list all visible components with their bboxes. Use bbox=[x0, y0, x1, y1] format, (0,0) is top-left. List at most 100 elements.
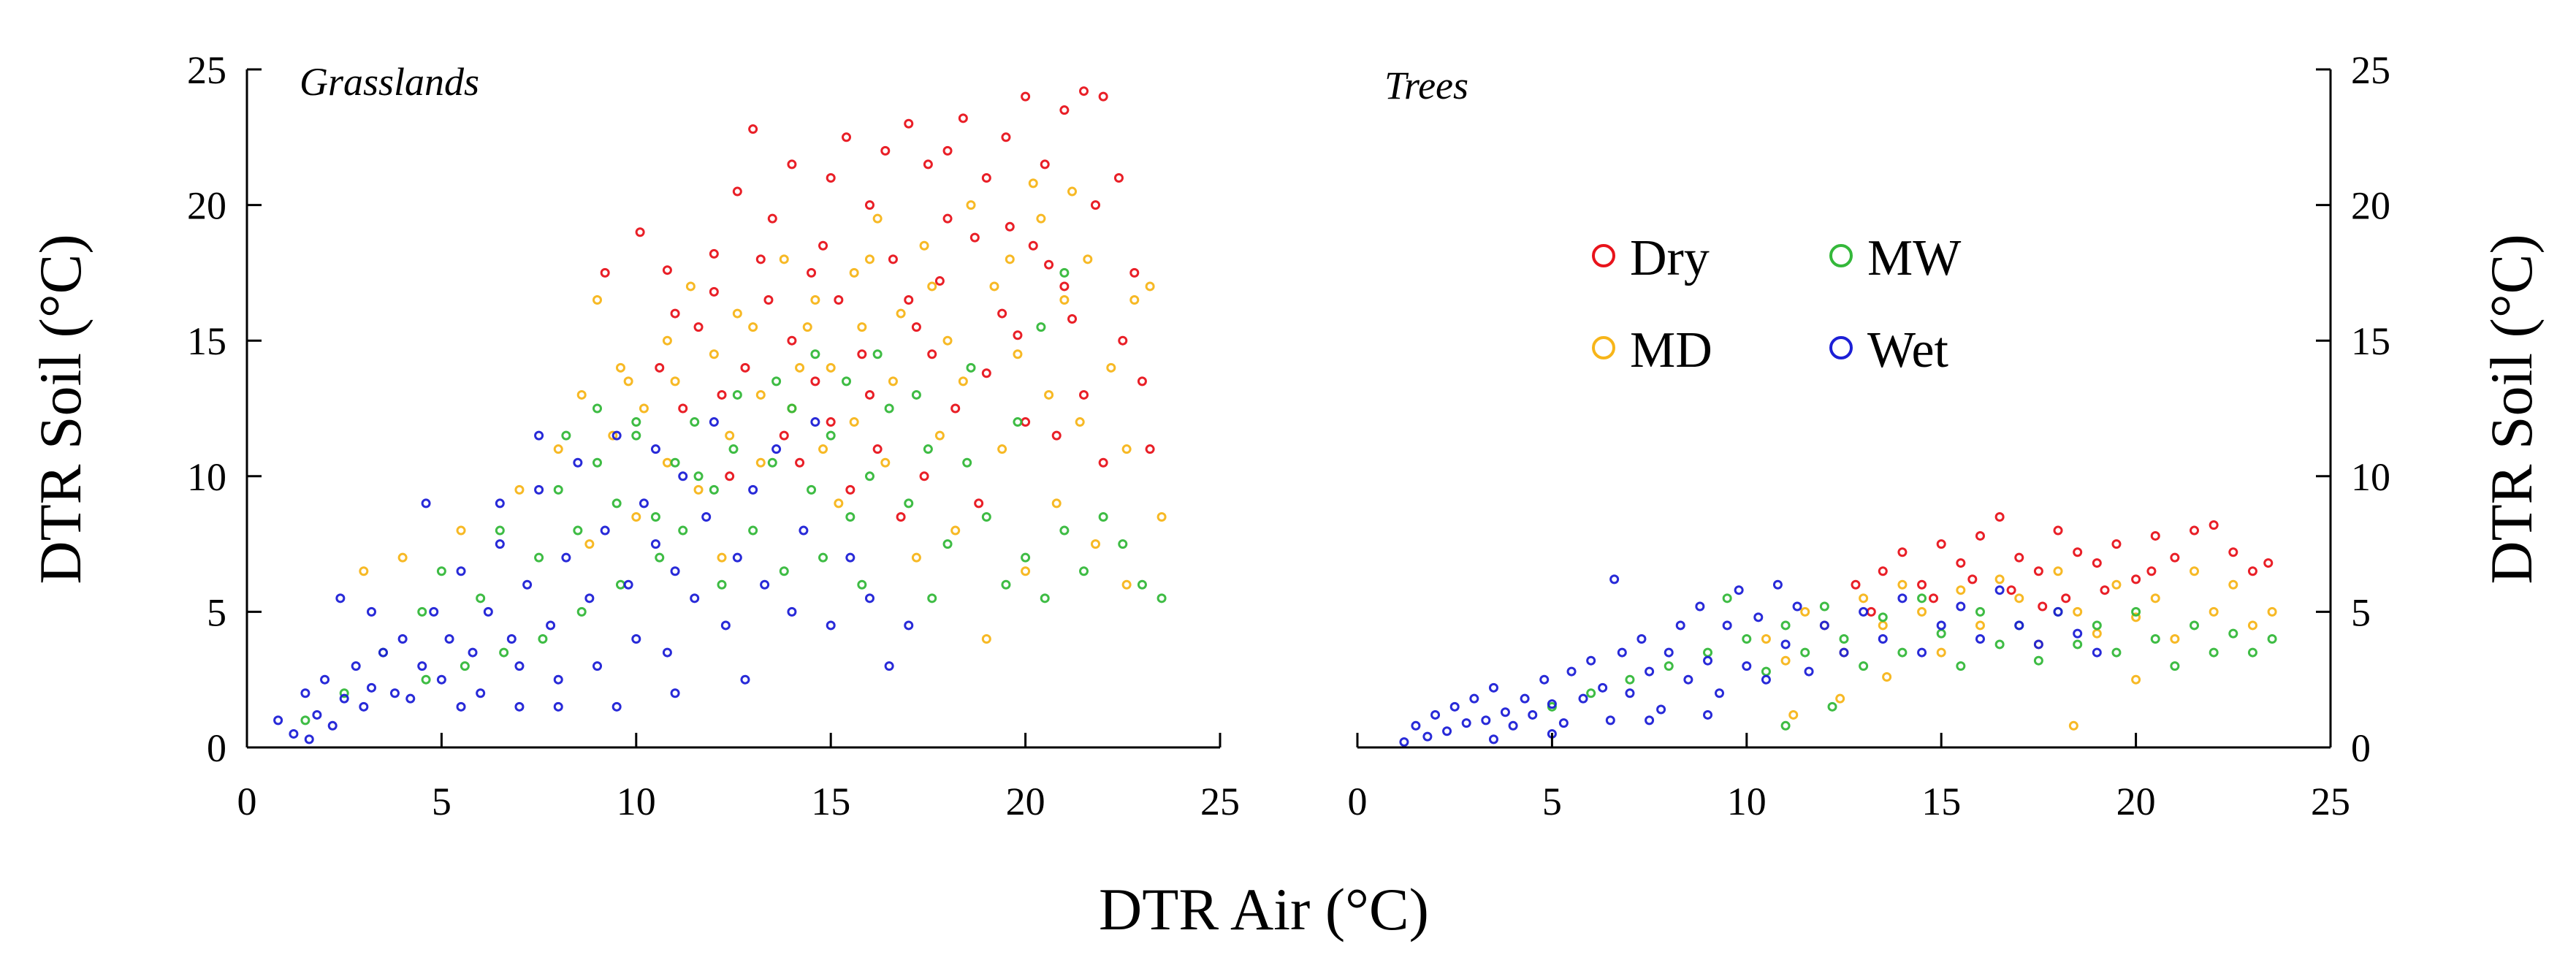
grasslands-point-md bbox=[1059, 295, 1070, 305]
trees-point-wet bbox=[1598, 682, 1608, 693]
grasslands-point-mw bbox=[499, 647, 509, 658]
grasslands-point-dry bbox=[942, 145, 953, 156]
trees-point-md bbox=[2190, 566, 2200, 576]
grasslands-point-md bbox=[849, 417, 859, 427]
trees-point-md bbox=[2228, 579, 2238, 590]
grasslands-point-wet bbox=[327, 720, 338, 731]
trees-point-md bbox=[1882, 671, 1892, 682]
grasslands-point-wet bbox=[701, 511, 712, 522]
grasslands-point-dry bbox=[1113, 172, 1124, 183]
trees-point-md bbox=[2209, 606, 2219, 617]
grasslands-point-mw bbox=[748, 525, 758, 536]
trees-point-mw bbox=[1975, 606, 1985, 617]
grasslands-point-md bbox=[456, 525, 466, 536]
grasslands-point-dry bbox=[904, 295, 914, 305]
grasslands-point-wet bbox=[429, 606, 439, 617]
grasslands-y-tick-label: 5 bbox=[207, 590, 226, 634]
trees-point-wet bbox=[1917, 647, 1927, 658]
trees-point-wet bbox=[1449, 701, 1460, 712]
grasslands-point-wet bbox=[335, 593, 346, 603]
grasslands-point-dry bbox=[662, 265, 672, 275]
trees-point-md bbox=[2131, 674, 2141, 685]
trees-point-dry bbox=[2100, 585, 2110, 595]
grasslands-point-mw bbox=[1040, 593, 1050, 603]
grasslands-point-wet bbox=[273, 715, 283, 726]
trees-point-mw bbox=[2150, 634, 2160, 644]
grasslands-point-dry bbox=[958, 113, 968, 123]
grasslands-point-wet bbox=[534, 430, 544, 441]
trees-point-wet bbox=[1645, 666, 1655, 677]
trees-point-wet bbox=[1488, 734, 1498, 745]
grasslands-x-tick-label: 0 bbox=[237, 780, 257, 823]
trees-point-dry bbox=[2146, 566, 2157, 576]
trees-point-wet bbox=[1399, 737, 1409, 747]
trees-point-mw bbox=[2247, 647, 2257, 658]
trees-point-md bbox=[2247, 620, 2257, 631]
grasslands-point-dry bbox=[896, 511, 906, 522]
grasslands-point-mw bbox=[436, 566, 446, 576]
grasslands-point-md bbox=[553, 444, 563, 454]
trees-point-mw bbox=[1800, 647, 1810, 658]
grasslands-point-wet bbox=[495, 539, 505, 549]
grasslands-point-md bbox=[818, 444, 828, 454]
trees-point-dry bbox=[2073, 547, 2083, 557]
trees-point-mw bbox=[1994, 639, 2005, 650]
grasslands-point-md bbox=[639, 403, 649, 414]
trees-point-mw bbox=[1936, 628, 1946, 639]
grasslands-point-dry bbox=[670, 308, 680, 319]
trees-y-tick-label: 5 bbox=[2351, 590, 2371, 634]
grasslands-point-md bbox=[1044, 389, 1054, 400]
trees-point-mw bbox=[1742, 634, 1752, 644]
trees-point-wet bbox=[1636, 634, 1647, 644]
grasslands-point-dry bbox=[1021, 91, 1031, 102]
trees-point-mw bbox=[1664, 661, 1674, 671]
grasslands-point-mw bbox=[771, 376, 782, 387]
grasslands-point-mw bbox=[576, 606, 587, 617]
grasslands-point-md bbox=[1121, 444, 1132, 454]
grasslands-point-dry bbox=[807, 267, 817, 278]
grasslands-point-md bbox=[608, 430, 618, 441]
grasslands-series-md bbox=[359, 178, 1167, 644]
grasslands-point-wet bbox=[561, 552, 571, 563]
grasslands-point-dry bbox=[635, 227, 645, 237]
trees-point-wet bbox=[1695, 601, 1705, 612]
trees-point-dry bbox=[1975, 530, 1985, 541]
trees-series-dry bbox=[1851, 511, 2274, 617]
trees-point-wet bbox=[1481, 715, 1491, 726]
grasslands-point-md bbox=[966, 200, 976, 210]
trees-series-mw bbox=[1547, 593, 2277, 731]
trees-point-md bbox=[2267, 606, 2277, 617]
grasslands-point-dry bbox=[818, 240, 828, 251]
grasslands-point-dry bbox=[740, 362, 750, 373]
grasslands-point-md bbox=[958, 376, 968, 387]
trees-point-wet bbox=[1897, 593, 1908, 603]
grasslands-point-mw bbox=[631, 430, 641, 441]
grasslands-point-wet bbox=[456, 701, 466, 712]
grasslands-point-wet bbox=[397, 634, 408, 644]
legend-marker-dry bbox=[1592, 244, 1615, 267]
grasslands-series-mw bbox=[300, 267, 1167, 726]
grasslands-point-md bbox=[1067, 186, 1078, 197]
grasslands-point-wet bbox=[304, 734, 314, 745]
grasslands-point-wet bbox=[514, 701, 525, 712]
trees-point-mw bbox=[1819, 601, 1829, 612]
grasslands-panel-title: Grasslands bbox=[300, 60, 479, 104]
grasslands-point-dry bbox=[1091, 200, 1101, 210]
trees-point-layer bbox=[1399, 511, 2277, 747]
trees-point-dry bbox=[2061, 593, 2071, 603]
grasslands-point-mw bbox=[927, 593, 937, 603]
grasslands-point-wet bbox=[650, 444, 660, 454]
trees-point-dry bbox=[2263, 558, 2274, 568]
trees-point-wet bbox=[2033, 639, 2043, 650]
grasslands-point-md bbox=[709, 349, 719, 359]
grasslands-point-md bbox=[934, 430, 945, 441]
trees-point-wet bbox=[1753, 612, 1764, 622]
grasslands-point-mw bbox=[1001, 579, 1011, 590]
grasslands-point-wet bbox=[670, 688, 680, 698]
grasslands-point-wet bbox=[320, 674, 330, 685]
trees-point-dry bbox=[2150, 530, 2160, 541]
grasslands-point-dry bbox=[1067, 314, 1078, 324]
trees-point-wet bbox=[1488, 682, 1498, 693]
grasslands-point-dry bbox=[1098, 91, 1108, 102]
trees-x-tick-label: 15 bbox=[1921, 780, 1961, 823]
